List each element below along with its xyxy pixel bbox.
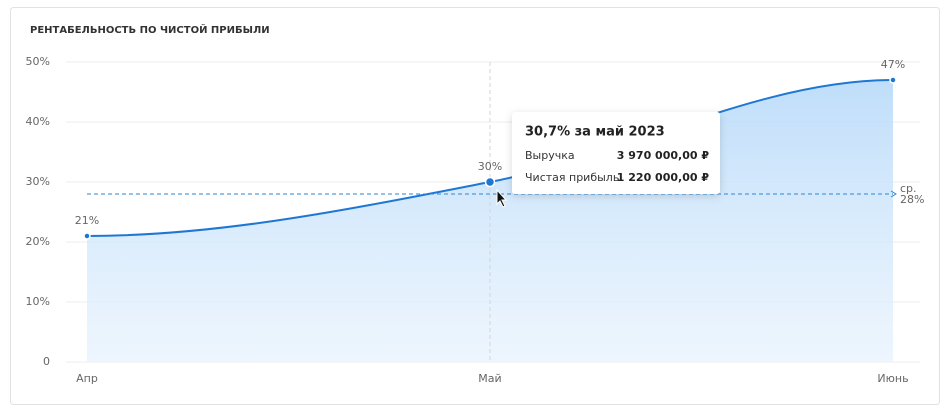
point [83,232,91,240]
average-value: 28% [900,193,924,206]
y-tick-label: 0 [43,355,50,368]
tooltip-label: Чистая прибыль [525,171,619,184]
tooltip-title: 30,7% за май 2023 [525,125,665,140]
point [484,176,496,188]
chart-title: РЕНТАБЕЛЬНОСТЬ ПО ЧИСТОЙ ПРИБЫЛИ [30,23,270,36]
x-tick-label: Май [478,372,501,385]
x-tick-label: Апр [76,372,98,385]
y-tick-label: 20% [26,235,50,248]
cursor [496,188,508,208]
y-tick-label: 10% [26,295,50,308]
average-label: ср. [900,182,917,195]
point [889,76,897,84]
data-label: 30% [478,160,502,173]
x-tick-label: Июнь [877,372,908,385]
y-tick-label: 50% [26,55,50,68]
data-label: 21% [75,214,99,227]
y-tick-label: 30% [26,175,50,188]
tooltip-value: 3 970 000,00 ₽ [617,149,710,162]
y-tick-label: 40% [26,115,50,128]
data-label: 47% [881,58,905,71]
tooltip-value: 1 220 000,00 ₽ [617,171,710,184]
average-arrow [890,190,897,198]
tooltip-label: Выручка [525,149,575,162]
tooltip-box [512,112,720,194]
